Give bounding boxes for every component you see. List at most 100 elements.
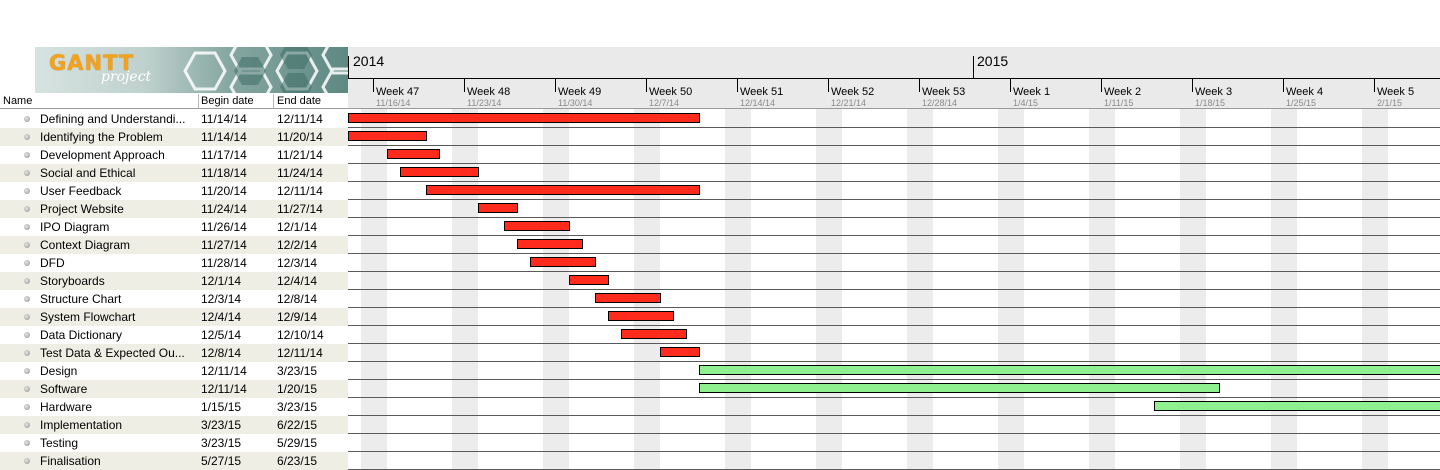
task-begin-date[interactable]: 12/3/14 (201, 292, 242, 306)
column-divider[interactable] (198, 94, 199, 108)
task-begin-date[interactable]: 11/26/14 (201, 220, 247, 234)
task-begin-date[interactable]: 11/20/14 (201, 184, 247, 198)
task-row[interactable]: DFD 11/28/14 12/3/14 (0, 254, 348, 272)
task-bar[interactable] (660, 347, 700, 357)
task-bar[interactable] (569, 275, 609, 285)
task-row[interactable]: Hardware 1/15/15 3/23/15 (0, 398, 348, 416)
task-row[interactable]: Storyboards 12/1/14 12/4/14 (0, 272, 348, 290)
task-begin-date[interactable]: 5/27/15 (201, 454, 242, 468)
task-end-date[interactable]: 12/9/14 (277, 310, 318, 324)
task-bar[interactable] (387, 149, 440, 159)
task-end-date[interactable]: 12/3/14 (277, 256, 318, 270)
task-end-date[interactable]: 11/27/14 (277, 202, 323, 216)
column-divider[interactable] (273, 94, 274, 108)
task-bar[interactable] (699, 383, 1220, 393)
task-bar[interactable] (400, 167, 479, 177)
task-row[interactable]: Implementation 3/23/15 6/22/15 (0, 416, 348, 434)
task-begin-date[interactable]: 12/8/14 (201, 346, 242, 360)
task-row[interactable]: Software 12/11/14 1/20/15 (0, 380, 348, 398)
task-end-date[interactable]: 12/10/14 (277, 328, 324, 342)
task-name[interactable]: Defining and Understandi... (40, 112, 186, 126)
task-row[interactable]: Testing 3/23/15 5/29/15 (0, 434, 348, 452)
task-name[interactable]: Data Dictionary (40, 328, 123, 342)
task-bar[interactable] (426, 185, 700, 195)
task-begin-date[interactable]: 11/28/14 (201, 256, 247, 270)
task-row[interactable]: Social and Ethical 11/18/14 11/24/14 (0, 164, 348, 182)
task-end-date[interactable]: 12/8/14 (277, 292, 318, 306)
task-row[interactable]: Design 12/11/14 3/23/15 (0, 362, 348, 380)
task-end-date[interactable]: 12/11/14 (277, 184, 323, 198)
task-row[interactable]: Structure Chart 12/3/14 12/8/14 (0, 290, 348, 308)
task-begin-date[interactable]: 11/14/14 (201, 130, 247, 144)
task-end-date[interactable]: 6/23/15 (277, 454, 318, 468)
task-end-date[interactable]: 1/20/15 (277, 382, 318, 396)
task-name[interactable]: Identifying the Problem (40, 130, 163, 144)
task-name[interactable]: Test Data & Expected Ou... (40, 346, 185, 360)
task-begin-date[interactable]: 12/4/14 (201, 310, 242, 324)
task-begin-date[interactable]: 11/14/14 (201, 112, 247, 126)
task-begin-date[interactable]: 12/5/14 (201, 328, 242, 342)
task-begin-date[interactable]: 11/27/14 (201, 238, 247, 252)
task-bar[interactable] (517, 239, 583, 249)
task-bar[interactable] (595, 293, 661, 303)
task-end-date[interactable]: 11/20/14 (277, 130, 323, 144)
task-bar[interactable] (621, 329, 687, 339)
task-bar[interactable] (504, 221, 570, 231)
task-name[interactable]: Hardware (40, 400, 93, 414)
task-begin-date[interactable]: 12/11/14 (201, 364, 247, 378)
task-name[interactable]: Storyboards (40, 274, 105, 288)
task-bar[interactable] (608, 311, 674, 321)
task-end-date[interactable]: 11/24/14 (277, 166, 323, 180)
task-end-date[interactable]: 3/23/15 (277, 400, 318, 414)
task-end-date[interactable]: 12/11/14 (277, 112, 323, 126)
task-begin-date[interactable]: 11/17/14 (201, 148, 247, 162)
task-begin-date[interactable]: 12/11/14 (201, 382, 247, 396)
task-end-date[interactable]: 5/29/15 (277, 436, 318, 450)
task-row[interactable]: Test Data & Expected Ou... 12/8/14 12/11/1… (0, 344, 348, 362)
task-name[interactable]: Structure Chart (40, 292, 122, 306)
task-end-date[interactable]: 12/4/14 (277, 274, 318, 288)
task-end-date[interactable]: 11/21/14 (277, 148, 323, 162)
task-row[interactable]: User Feedback 11/20/14 12/11/14 (0, 182, 348, 200)
task-row[interactable]: Development Approach 11/17/14 11/21/14 (0, 146, 348, 164)
task-name[interactable]: Social and Ethical (40, 166, 136, 180)
task-row[interactable]: Finalisation 5/27/15 6/23/15 (0, 452, 348, 470)
task-name[interactable]: Finalisation (40, 454, 101, 468)
task-end-date[interactable]: 12/1/14 (277, 220, 318, 234)
task-row[interactable]: System Flowchart 12/4/14 12/9/14 (0, 308, 348, 326)
column-header-name[interactable]: Name (3, 95, 33, 107)
task-name[interactable]: Implementation (40, 418, 123, 432)
task-begin-date[interactable]: 11/18/14 (201, 166, 247, 180)
task-row[interactable]: Identifying the Problem 11/14/14 11/20/14 (0, 128, 348, 146)
task-name[interactable]: Development Approach (40, 148, 165, 162)
task-begin-date[interactable]: 12/1/14 (201, 274, 242, 288)
task-begin-date[interactable]: 1/15/15 (201, 400, 242, 414)
task-begin-date[interactable]: 3/23/15 (201, 436, 242, 450)
task-name[interactable]: DFD (40, 256, 65, 270)
task-begin-date[interactable]: 11/24/14 (201, 202, 247, 216)
task-name[interactable]: Testing (40, 436, 79, 450)
task-row[interactable]: Data Dictionary 12/5/14 12/10/14 (0, 326, 348, 344)
column-header-begin-date[interactable]: Begin date (201, 95, 254, 107)
task-name[interactable]: Software (40, 382, 88, 396)
task-bar[interactable] (1154, 401, 1440, 411)
task-end-date[interactable]: 12/2/14 (277, 238, 318, 252)
task-row[interactable]: Project Website 11/24/14 11/27/14 (0, 200, 348, 218)
task-name[interactable]: User Feedback (40, 184, 122, 198)
task-bar[interactable] (478, 203, 518, 213)
task-begin-date[interactable]: 3/23/15 (201, 418, 242, 432)
task-name[interactable]: Design (40, 364, 78, 378)
task-name[interactable]: System Flowchart (40, 310, 136, 324)
task-row[interactable]: IPO Diagram 11/26/14 12/1/14 (0, 218, 348, 236)
column-header-end-date[interactable]: End date (277, 95, 322, 107)
task-bar[interactable] (348, 113, 700, 123)
task-name[interactable]: Project Website (40, 202, 124, 216)
task-row[interactable]: Defining and Understandi... 11/14/14 12/11… (0, 110, 348, 128)
task-name[interactable]: IPO Diagram (40, 220, 110, 234)
task-bar[interactable] (699, 365, 1440, 375)
task-end-date[interactable]: 3/23/15 (277, 364, 318, 378)
task-bar[interactable] (348, 131, 427, 141)
task-end-date[interactable]: 12/11/14 (277, 346, 323, 360)
task-end-date[interactable]: 6/22/15 (277, 418, 318, 432)
task-row[interactable]: Context Diagram 11/27/14 12/2/14 (0, 236, 348, 254)
